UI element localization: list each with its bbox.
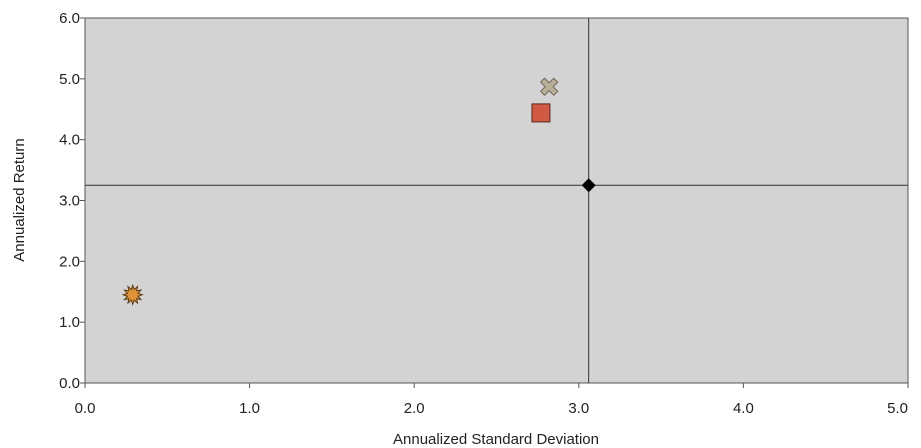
data-point-x-mark	[539, 77, 559, 97]
data-points	[121, 77, 596, 306]
y-axis-title: Annualized Return	[11, 138, 28, 261]
y-tick-label: 4.0	[59, 132, 80, 149]
x-tick-label: 5.0	[887, 400, 908, 417]
x-axis-title: Annualized Standard Deviation	[393, 431, 599, 448]
x-axis-ticks: 0.0 1.0 2.0 3.0 4.0 5.0	[75, 383, 909, 417]
x-tick-label: 1.0	[239, 400, 260, 417]
y-tick-label: 1.0	[59, 314, 80, 331]
y-axis-ticks: 0.0 1.0 2.0 3.0 4.0 5.0 6.0	[59, 10, 85, 392]
y-tick-label: 6.0	[59, 10, 80, 27]
y-tick-label: 0.0	[59, 375, 80, 392]
data-point-square	[531, 103, 551, 123]
y-tick-label: 5.0	[59, 71, 80, 88]
plot-area	[84, 17, 909, 384]
x-tick-label: 0.0	[75, 400, 96, 417]
y-tick-label: 3.0	[59, 193, 80, 210]
x-tick-label: 4.0	[733, 400, 754, 417]
data-point-diamond	[581, 178, 596, 193]
data-point-starburst	[121, 283, 144, 306]
x-tick-label: 2.0	[404, 400, 425, 417]
x-tick-label: 3.0	[568, 400, 589, 417]
y-tick-label: 2.0	[59, 253, 80, 270]
